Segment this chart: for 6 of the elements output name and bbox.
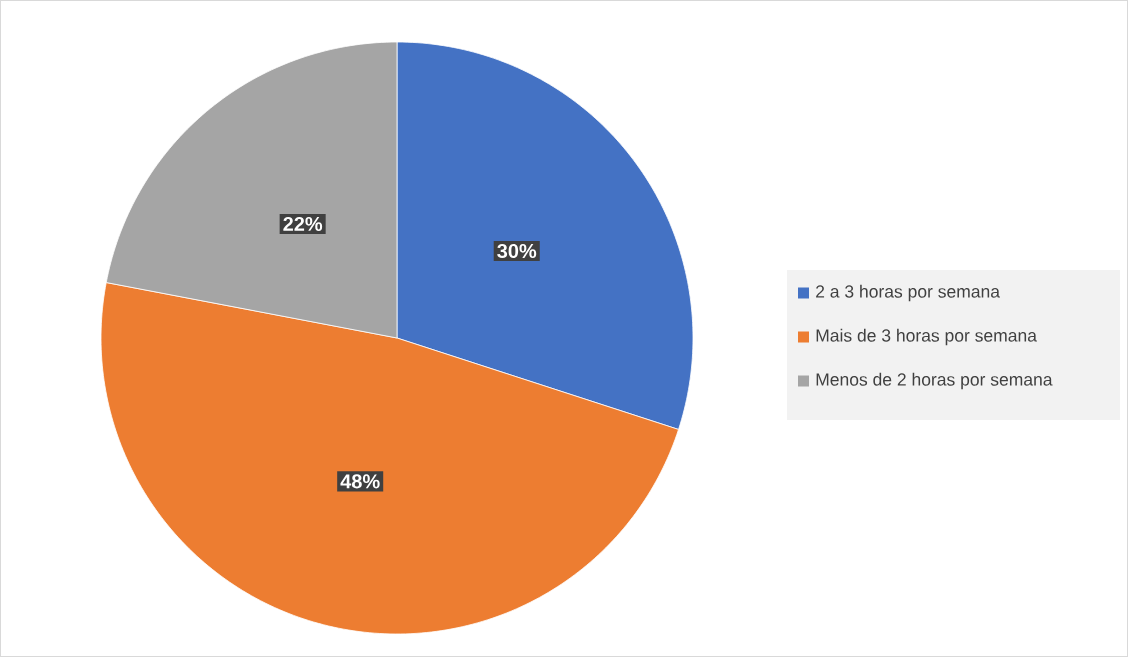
data-label: 22% xyxy=(283,216,323,232)
data-label: 30% xyxy=(497,243,537,259)
data-label: 48% xyxy=(340,474,380,489)
legend-label: 2 a 3 horas por semana xyxy=(816,284,1001,302)
legend-label: Menos de 2 horas por semana xyxy=(816,372,1053,390)
legend-label: Mais de 3 horas por semana xyxy=(816,328,1037,346)
